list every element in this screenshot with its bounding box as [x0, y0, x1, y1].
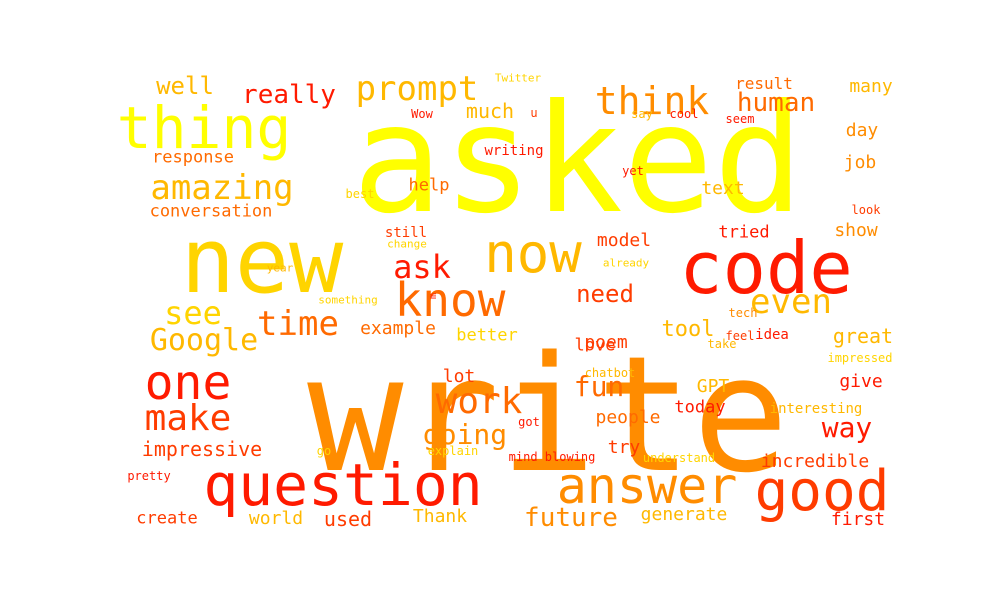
word-tool: tool	[661, 317, 715, 342]
word-first: first	[830, 509, 886, 530]
word-tried: tried	[718, 222, 770, 243]
word-time: time	[257, 304, 339, 344]
word-model: model	[596, 230, 652, 251]
word-see: see	[164, 294, 222, 332]
word-something: something	[318, 293, 378, 307]
word-already: already	[602, 256, 650, 270]
word-text: text	[701, 178, 745, 199]
word-make: make	[144, 398, 232, 439]
word-today: today	[674, 397, 726, 418]
word-u: u	[530, 106, 538, 120]
word-used: used	[323, 507, 373, 531]
word-incredible: incredible	[760, 451, 870, 472]
word-impressed: impressed	[827, 351, 893, 365]
word-write: write	[307, 321, 789, 508]
word-better: better	[456, 325, 518, 346]
word-say: say	[631, 107, 653, 121]
word-well: well	[156, 72, 214, 100]
word-many: many	[849, 76, 893, 97]
word-yet: yet	[622, 164, 644, 178]
word-create: create	[136, 508, 198, 529]
word-answer: answer	[556, 457, 738, 515]
word-response: response	[152, 147, 234, 168]
word-even: even	[750, 282, 832, 322]
word-think: think	[594, 79, 710, 123]
word-go: go	[316, 444, 332, 458]
word-conversation: conversation	[149, 201, 273, 222]
word-gpt: GPT	[696, 376, 730, 397]
word-ask: ask	[393, 248, 451, 286]
word-chatbot: chatbot	[584, 366, 636, 380]
word-still: still	[384, 225, 428, 241]
word-best: best	[345, 187, 375, 201]
word-example: example	[360, 318, 436, 339]
word-lot: lot	[442, 366, 476, 387]
word-give: give	[839, 371, 883, 392]
word-feel: feel	[725, 329, 755, 343]
word-good: good	[754, 459, 890, 524]
word-code: code	[679, 226, 853, 310]
word-prompt: prompt	[355, 69, 479, 109]
word-result: result	[735, 74, 793, 93]
word-people: people	[595, 407, 661, 428]
word-twitter: Twitter	[494, 71, 542, 85]
word-now: now	[484, 222, 582, 285]
word-look: look	[851, 203, 881, 217]
word-question: question	[203, 451, 483, 519]
word-year: year	[266, 261, 294, 275]
word-idea: idea	[755, 327, 789, 343]
word-one: one	[144, 355, 232, 411]
word-try: try	[607, 437, 641, 458]
word-interesting: interesting	[769, 401, 863, 417]
word-work: work	[435, 381, 523, 422]
word-world: world	[248, 508, 304, 529]
word-google: Google	[149, 323, 259, 358]
word-poem: poem	[584, 332, 628, 353]
word-really: really	[242, 80, 336, 110]
word-amazing: amazing	[150, 168, 294, 208]
word-take: take	[707, 337, 737, 351]
word-change: change	[387, 237, 427, 251]
word-wow: Wow	[411, 107, 433, 121]
word-job: job	[843, 152, 877, 173]
word-cool: cool	[669, 107, 699, 121]
word-generate: generate	[640, 504, 728, 525]
word-new: new	[180, 209, 344, 314]
word-thing: thing	[116, 94, 292, 162]
word-asked: asked	[352, 73, 804, 247]
word-tech: tech	[728, 306, 758, 320]
word-pretty: pretty	[127, 469, 171, 483]
word-human: human	[736, 88, 816, 118]
word-great: great	[832, 324, 894, 348]
word-way: way	[821, 411, 873, 444]
word-understand: understand	[642, 451, 716, 465]
word-got: got	[518, 415, 540, 429]
word-much: much	[465, 99, 515, 123]
word-m: m	[428, 292, 439, 300]
word-explain: explain	[427, 444, 479, 458]
word-know: know	[394, 273, 506, 327]
word-future: future	[524, 503, 618, 533]
word-mind-blowing: mind blowing	[508, 450, 596, 464]
word-help: help	[408, 175, 450, 196]
word-need: need	[576, 280, 634, 308]
word-seem: seem	[725, 112, 755, 126]
word-love: love	[574, 335, 616, 356]
word-fun: fun	[573, 370, 625, 403]
word-thank: Thank	[412, 506, 468, 527]
word-writing: writing	[484, 143, 544, 159]
word-day: day	[845, 120, 879, 141]
word-impressive: impressive	[141, 437, 263, 461]
word-going: going	[422, 418, 508, 451]
word-show: show	[834, 220, 878, 241]
